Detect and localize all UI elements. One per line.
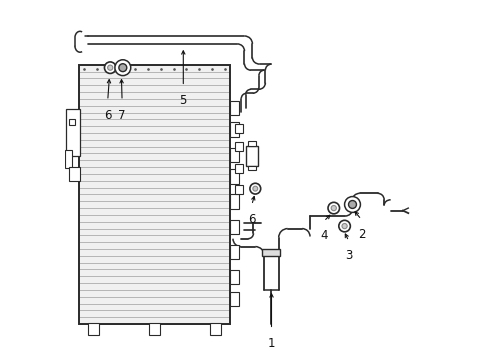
Bar	[235, 185, 243, 194]
Text: 7: 7	[118, 109, 125, 122]
Text: 6: 6	[104, 109, 111, 122]
Circle shape	[249, 183, 260, 194]
Circle shape	[107, 65, 113, 70]
Bar	[79, 65, 230, 324]
Bar	[230, 245, 239, 259]
Bar	[149, 323, 160, 335]
Circle shape	[330, 206, 336, 211]
Text: 1: 1	[267, 337, 275, 350]
Text: 6: 6	[247, 213, 255, 226]
Bar	[230, 169, 239, 184]
Circle shape	[119, 64, 126, 72]
Bar	[246, 146, 257, 166]
Circle shape	[115, 60, 130, 76]
Bar	[88, 323, 99, 335]
Circle shape	[344, 197, 360, 212]
Bar	[235, 164, 243, 173]
Bar	[230, 292, 239, 306]
Bar	[248, 141, 255, 146]
Text: 4: 4	[319, 229, 327, 242]
Bar	[230, 148, 239, 162]
Bar	[65, 150, 72, 168]
Text: 3: 3	[345, 249, 352, 262]
Bar	[66, 109, 80, 156]
Text: 5: 5	[179, 94, 186, 107]
Bar	[248, 166, 255, 170]
Bar	[79, 65, 230, 324]
Circle shape	[104, 62, 116, 73]
Bar	[210, 323, 221, 335]
Circle shape	[252, 186, 257, 191]
Bar	[235, 124, 243, 133]
Bar	[230, 194, 239, 209]
Bar	[235, 142, 243, 151]
Bar	[230, 270, 239, 284]
Text: 2: 2	[357, 228, 365, 240]
Circle shape	[338, 220, 349, 232]
Circle shape	[327, 202, 339, 214]
Bar	[69, 167, 80, 181]
Circle shape	[348, 201, 356, 208]
Bar	[230, 101, 239, 115]
Bar	[230, 122, 239, 137]
Bar	[262, 249, 280, 256]
Bar	[230, 220, 239, 234]
Circle shape	[341, 224, 346, 229]
